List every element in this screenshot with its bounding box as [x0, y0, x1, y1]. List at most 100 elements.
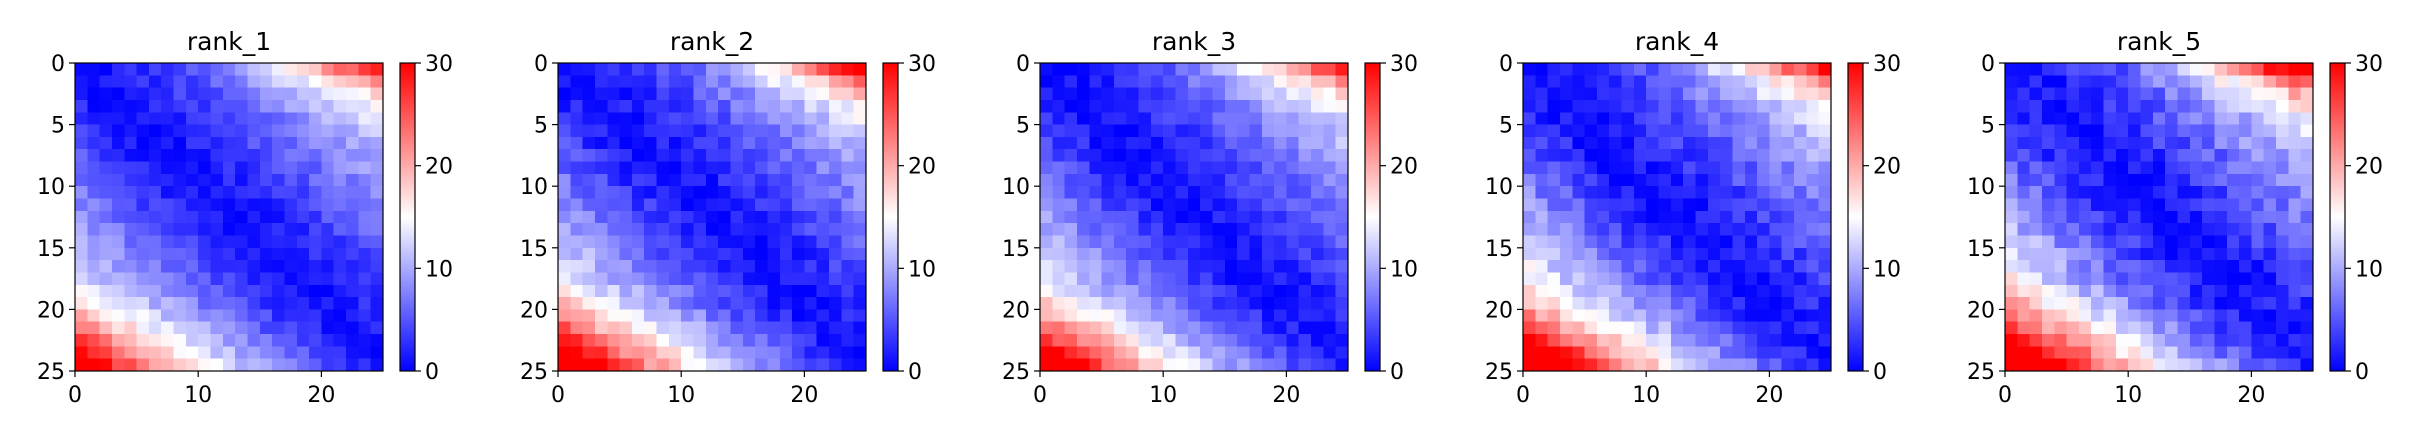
heatmap-cell	[1633, 63, 1647, 76]
heatmap-cell	[816, 321, 830, 335]
heatmap-cell	[2152, 149, 2166, 163]
heatmap-cell	[1064, 161, 1078, 175]
heatmap-cell	[173, 210, 187, 224]
heatmap-cell	[1163, 198, 1177, 212]
heatmap-cell	[1732, 247, 1746, 261]
heatmap-cell	[111, 63, 125, 76]
heatmap-cell	[1670, 124, 1684, 138]
heatmap-cell	[1212, 247, 1226, 261]
heatmap-cell	[1658, 321, 1672, 335]
heatmap-cell	[767, 321, 781, 335]
heatmap-cell	[2041, 198, 2055, 212]
heatmap-cell	[235, 223, 249, 237]
heatmap-cell	[1064, 136, 1078, 150]
heatmap-cell	[2029, 272, 2043, 286]
heatmap-cell	[1138, 334, 1152, 347]
heatmap-cell	[804, 149, 818, 163]
heatmap-cell	[2066, 63, 2080, 76]
heatmap-cell	[594, 260, 608, 274]
heatmap-cell	[1113, 87, 1127, 101]
heatmap-cell	[1200, 358, 1214, 372]
heatmap-cell	[124, 87, 138, 101]
heatmap-cell	[358, 112, 372, 126]
heatmap-cell	[1113, 235, 1127, 249]
heatmap-cell	[1818, 284, 1832, 298]
heatmap-cell	[1683, 161, 1697, 175]
heatmap-cell	[1547, 87, 1561, 101]
heatmap-cell	[87, 247, 101, 261]
heatmap-cell	[1089, 334, 1103, 347]
heatmap-cell	[2251, 75, 2265, 89]
heatmap-cell	[321, 136, 335, 150]
heatmap-cell	[284, 124, 298, 138]
heatmap-cell	[1670, 112, 1684, 126]
heatmap-cell	[210, 63, 224, 76]
heatmap-cell	[1286, 309, 1300, 323]
heatmap-cell	[1175, 223, 1189, 237]
heatmap-cell	[1523, 124, 1536, 138]
heatmap-cell	[2177, 198, 2191, 212]
heatmap-cell	[2029, 284, 2043, 298]
heatmap-cell	[681, 346, 695, 360]
heatmap-cell	[136, 173, 150, 187]
heatmap-cell	[2066, 210, 2080, 224]
heatmap-cell	[656, 75, 670, 89]
heatmap-cell	[1237, 75, 1251, 89]
heatmap-cell	[656, 223, 670, 237]
heatmap-cell	[1744, 260, 1758, 274]
heatmap-cell	[718, 260, 732, 274]
heatmap-cell	[222, 136, 236, 150]
heatmap-cell	[594, 87, 608, 101]
heatmap-cell	[2005, 198, 2018, 212]
heatmap-cell	[1163, 309, 1177, 323]
heatmap-cell	[2103, 149, 2117, 163]
heatmap-cell	[1286, 124, 1300, 138]
heatmap-cell	[1089, 63, 1103, 76]
heatmap-cell	[370, 161, 384, 175]
heatmap-cell	[1249, 284, 1263, 298]
heatmap-cell	[1547, 321, 1561, 335]
heatmap-cell	[75, 161, 88, 175]
heatmap-cell	[222, 173, 236, 187]
heatmap-cell	[730, 161, 744, 175]
heatmap-cell	[1113, 99, 1127, 113]
heatmap-cell	[1609, 112, 1623, 126]
heatmap-cell	[705, 334, 719, 347]
heatmap-cell	[309, 124, 322, 138]
heatmap-cell	[582, 186, 596, 200]
heatmap-cell	[2276, 124, 2289, 138]
heatmap-cell	[1113, 321, 1127, 335]
heatmap-cell	[2066, 136, 2080, 150]
heatmap-cell	[284, 223, 298, 237]
heatmap-cell	[1261, 173, 1275, 187]
heatmap-cell	[1646, 223, 1660, 237]
heatmap-cell	[1646, 284, 1660, 298]
heatmap-cell	[1200, 260, 1214, 274]
heatmap-cell	[1052, 173, 1066, 187]
heatmap-cell	[99, 87, 113, 101]
heatmap-cell	[1781, 99, 1795, 113]
heatmap-cell	[272, 260, 286, 274]
heatmap-cell	[235, 161, 249, 175]
heatmap-cell	[718, 210, 732, 224]
heatmap-cell	[148, 173, 162, 187]
heatmap-cell	[755, 112, 769, 126]
heatmap-cell	[1572, 297, 1586, 310]
heatmap-cell	[222, 309, 236, 323]
heatmap-cell	[1584, 260, 1598, 274]
heatmap-cell	[558, 173, 571, 187]
heatmap-cell	[358, 124, 372, 138]
heatmap-cell	[1806, 87, 1820, 101]
heatmap-cell	[1335, 334, 1349, 347]
heatmap-cell	[1175, 161, 1189, 175]
heatmap-cell	[75, 87, 88, 101]
heatmap-cell	[558, 87, 571, 101]
heatmap-cell	[346, 297, 359, 310]
heatmap-cell	[333, 210, 347, 224]
heatmap-cell	[1175, 346, 1189, 360]
heatmap-cell	[2300, 247, 2314, 261]
heatmap-cell	[2005, 149, 2018, 163]
heatmap-cell	[1286, 63, 1300, 76]
heatmap-cell	[1261, 297, 1275, 310]
y-tick-label: 25	[520, 360, 548, 385]
